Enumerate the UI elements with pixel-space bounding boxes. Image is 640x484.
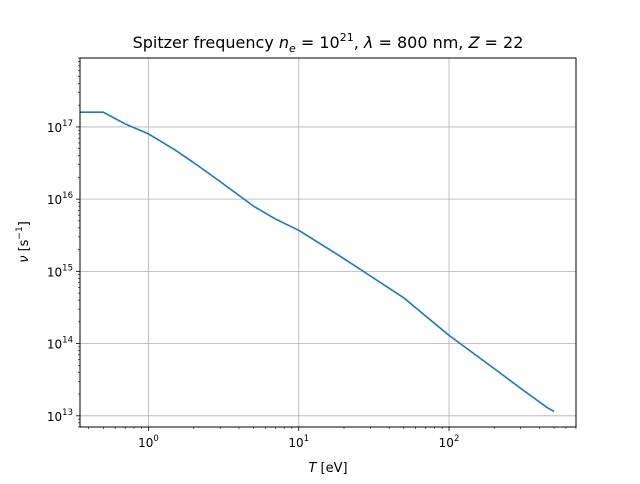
y-tick-labels: 1013 1014 1015 1016 1017 bbox=[47, 119, 73, 424]
title-z-symbol: Z bbox=[467, 33, 480, 52]
x-axis-label: T [eV] bbox=[308, 461, 347, 476]
y-tick-label: 1015 bbox=[47, 263, 73, 279]
title-ne-sub: e bbox=[289, 42, 296, 55]
title-ne-eq: = 10 bbox=[296, 33, 340, 52]
x-tick-label: 102 bbox=[439, 434, 460, 450]
grid bbox=[80, 58, 576, 427]
series-layer bbox=[80, 111, 555, 413]
title-z-eq: = 22 bbox=[479, 33, 523, 52]
x-tick-labels: 100 101 102 bbox=[138, 434, 459, 450]
title-sep: , bbox=[354, 33, 364, 52]
title-prefix: Spitzer frequency bbox=[133, 33, 279, 52]
y-tick-label: 1017 bbox=[47, 119, 73, 135]
title-ne-exp: 21 bbox=[340, 31, 354, 44]
chart-title: Spitzer frequency ne = 1021, λ = 800 nm,… bbox=[133, 31, 524, 55]
y-axis-unit-exp: −1 bbox=[15, 226, 25, 239]
title-ne-symbol: n bbox=[279, 33, 289, 52]
title-lambda-symbol: λ bbox=[363, 33, 373, 52]
y-tick-label: 1016 bbox=[47, 191, 73, 207]
title-lambda-eq: = 800 nm, bbox=[373, 33, 468, 52]
y-axis-label: ν [s−1] bbox=[15, 221, 32, 263]
y-tick-label: 1014 bbox=[47, 336, 73, 352]
y-axis-symbol: ν bbox=[17, 256, 32, 263]
y-axis-unit-pre: [s bbox=[17, 239, 32, 255]
x-axis-symbol: T bbox=[308, 461, 317, 476]
y-axis-unit-post: ] bbox=[17, 221, 32, 226]
x-tick-label: 100 bbox=[138, 434, 159, 450]
y-tick-label: 1013 bbox=[47, 408, 73, 424]
x-axis-unit: [eV] bbox=[316, 461, 347, 476]
plot-frame bbox=[79, 57, 577, 428]
major-ticks bbox=[76, 126, 450, 431]
x-tick-label: 101 bbox=[288, 434, 309, 450]
series-line-0 bbox=[80, 111, 555, 413]
